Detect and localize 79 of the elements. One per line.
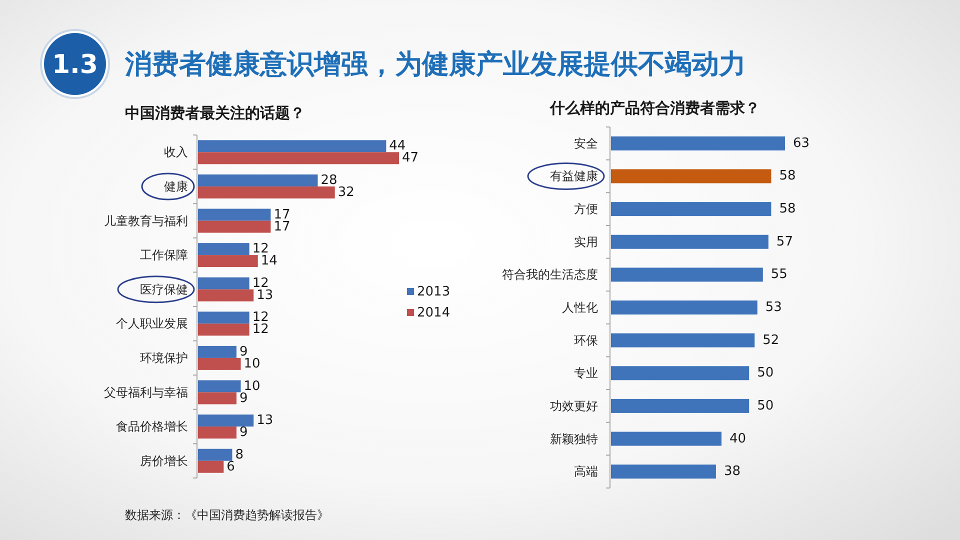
bar <box>611 300 758 314</box>
bar <box>198 152 399 164</box>
data-label: 6 <box>226 459 235 474</box>
y-tick-label: 父母福利与幸福 <box>104 385 188 400</box>
data-label: 32 <box>338 184 354 200</box>
y-tick-label: 功效更好 <box>550 398 598 413</box>
bar <box>198 186 335 198</box>
bar <box>198 426 236 439</box>
data-label: 12 <box>252 322 269 338</box>
bar <box>198 346 236 358</box>
bar <box>198 174 318 186</box>
bar <box>198 324 250 336</box>
data-label: 13 <box>256 413 274 428</box>
chart-title: 什么样的产品符合消费者需求？ <box>549 99 760 117</box>
bar <box>198 243 250 256</box>
y-tick-label: 环保 <box>574 333 598 348</box>
text: 1.3 <box>52 50 98 80</box>
data-label: 55 <box>770 267 788 282</box>
y-tick-label: 环境保护 <box>140 350 188 365</box>
bar <box>611 398 750 413</box>
bar <box>611 234 768 249</box>
y-tick-label: 安全 <box>574 136 598 150</box>
data-label: 14 <box>260 254 278 269</box>
data-label: 9 <box>239 425 248 440</box>
bar <box>198 277 250 290</box>
data-label: 38 <box>724 464 740 480</box>
bar <box>198 220 271 233</box>
y-tick-label: 实用 <box>574 234 598 249</box>
y-tick-label: 新颖独特 <box>550 432 598 446</box>
data-label: 63 <box>793 136 810 151</box>
y-tick-label: 食品价格增长 <box>116 420 188 434</box>
data-label: 40 <box>729 431 746 446</box>
bar <box>198 208 271 221</box>
data-label: 58 <box>779 168 796 184</box>
bar <box>611 464 716 479</box>
bar <box>611 432 722 446</box>
data-label: 57 <box>776 234 793 250</box>
bar <box>611 333 755 348</box>
y-tick-label: 儿童教育与福利 <box>104 214 188 228</box>
bar <box>198 392 236 404</box>
text: 消费者健康意识增强，为健康产业发展提供不竭动力 <box>124 49 746 80</box>
legend-label: 2014 <box>417 306 450 320</box>
y-tick-label: 符合我的生活态度 <box>502 268 598 282</box>
data-label: 13 <box>256 288 274 303</box>
bar <box>198 460 224 473</box>
bar <box>611 136 785 150</box>
y-tick-label: 健康 <box>164 179 188 194</box>
bar <box>198 380 241 392</box>
data-label: 50 <box>757 366 774 381</box>
bar <box>611 202 772 216</box>
bar <box>611 366 750 380</box>
y-tick-label: 收入 <box>164 145 188 160</box>
data-label: 53 <box>765 300 782 315</box>
bar <box>611 169 772 184</box>
legend-label: 2013 <box>417 284 450 300</box>
data-label: 50 <box>757 398 774 414</box>
bar <box>198 414 254 427</box>
bar <box>198 140 386 152</box>
y-tick-label: 高端 <box>574 464 598 479</box>
bar <box>198 358 241 370</box>
chart-title: 中国消费者最关注的话题？ <box>125 104 305 122</box>
y-tick-label: 专业 <box>574 366 598 380</box>
source-note: 数据来源：《中国消费趋势解读报告》 <box>125 508 329 522</box>
data-label: 58 <box>779 202 796 217</box>
y-tick-label: 有益健康 <box>550 169 598 184</box>
y-tick-label: 房价增长 <box>140 454 188 468</box>
bar <box>198 448 232 461</box>
bar <box>611 268 763 282</box>
y-tick-label: 方便 <box>574 202 598 216</box>
y-tick-label: 工作保障 <box>140 248 188 262</box>
y-tick-label: 医疗保健 <box>140 282 188 296</box>
bar <box>198 312 250 324</box>
y-tick-label: 个人职业发展 <box>116 316 188 331</box>
data-label: 52 <box>762 332 780 348</box>
data-label: 28 <box>320 172 338 188</box>
bar <box>198 255 258 268</box>
y-tick-label: 人性化 <box>562 300 598 314</box>
data-label: 8 <box>235 447 244 462</box>
bar <box>198 289 254 302</box>
